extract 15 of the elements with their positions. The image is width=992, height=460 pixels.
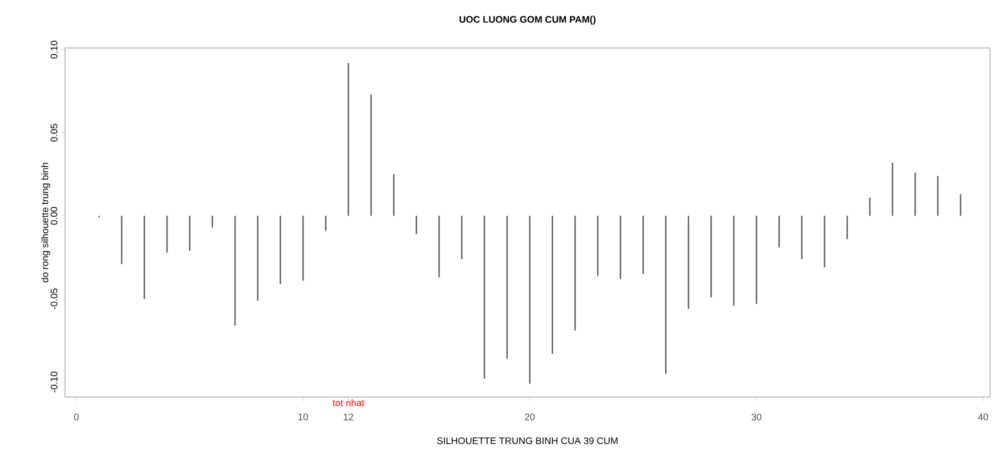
text: tot nhat	[332, 399, 364, 406]
y-axis-title: do rong silhouette trung binh	[41, 162, 50, 282]
x-tick-label: 12	[344, 414, 354, 420]
x-tick-label: 30	[752, 414, 762, 420]
x-tick-label: 20	[524, 414, 535, 420]
x-tick-label: 10	[298, 414, 308, 420]
y-tick-label: 0.10	[50, 40, 58, 59]
y-tick-label: -0.10	[50, 372, 58, 392]
y-tick-label: -0.05	[50, 288, 58, 310]
y-tick-label: 0.00	[50, 206, 58, 225]
x-tick-label: 0	[74, 414, 79, 420]
chart-title: UOC LUONG GOM CUM PAM()	[460, 16, 596, 25]
x-axis-title: SILHOUETTE TRUNG BINH CUA 39 CUM	[437, 437, 618, 444]
x-tick-label: 40	[978, 414, 988, 420]
y-tick-label: 0.05	[50, 124, 58, 142]
